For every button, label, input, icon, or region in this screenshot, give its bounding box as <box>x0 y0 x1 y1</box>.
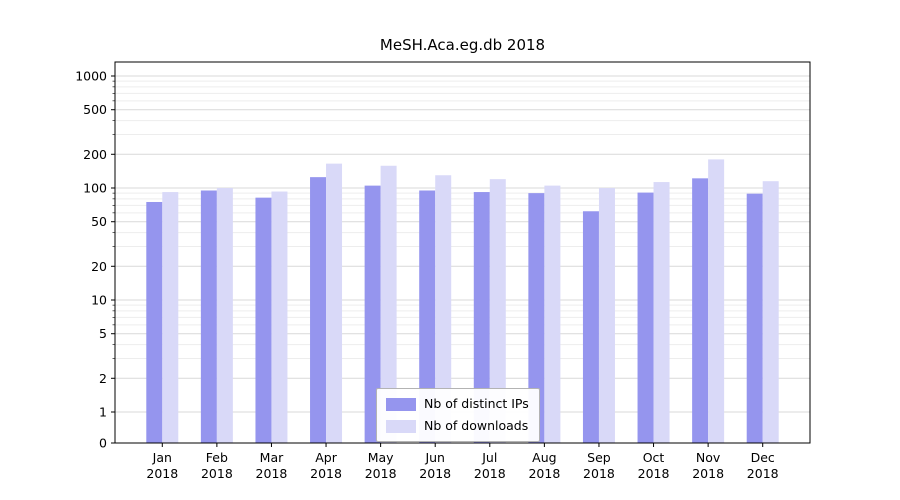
x-tick-year-label: 2018 <box>256 466 288 481</box>
legend-item-downloads: Nb of downloads <box>386 418 529 434</box>
x-tick-label: Sep <box>587 450 611 465</box>
x-tick-label: Feb <box>206 450 228 465</box>
y-tick-label: 1000 <box>75 69 107 84</box>
x-tick-label: Jun <box>424 450 445 465</box>
x-tick-year-label: 2018 <box>638 466 670 481</box>
x-tick-year-label: 2018 <box>419 466 451 481</box>
bar-downloads-jul <box>489 179 506 443</box>
bar-downloads-jan <box>162 192 179 443</box>
y-tick-label: 5 <box>99 326 107 341</box>
y-tick-label: 50 <box>91 214 107 229</box>
bar-downloads-aug <box>544 185 561 443</box>
bar-downloads-nov <box>708 159 725 443</box>
x-tick-label: Jul <box>481 450 497 465</box>
bar-downloads-oct <box>653 182 670 443</box>
bar-distinct-ips-oct <box>637 192 654 443</box>
bar-downloads-sep <box>598 188 615 443</box>
bar-downloads-jun <box>435 175 452 443</box>
bar-distinct-ips-feb <box>200 190 217 443</box>
bar-distinct-ips-jan <box>146 201 163 443</box>
legend: Nb of distinct IPs Nb of downloads <box>376 388 540 442</box>
x-tick-year-label: 2018 <box>692 466 724 481</box>
x-axis: Jan2018Feb2018Mar2018Apr2018May2018Jun20… <box>146 443 779 481</box>
bar-distinct-ips-may <box>364 185 381 443</box>
bar-downloads-apr <box>326 163 343 444</box>
bar-distinct-ips-jun <box>419 190 436 443</box>
legend-label-distinct-ips: Nb of distinct IPs <box>424 396 529 411</box>
chart-title: MeSH.Aca.eg.db 2018 <box>379 36 546 54</box>
bar-distinct-ips-dec <box>746 193 763 443</box>
plot-border <box>114 61 811 444</box>
legend-item-distinct-ips: Nb of distinct IPs <box>386 396 529 412</box>
bar-downloads-feb <box>216 188 233 443</box>
y-tick-label: 200 <box>83 147 107 162</box>
y-axis: 0 1 2 5 10 20 50 100 200 500 1000 <box>75 69 115 451</box>
x-tick-label: Aug <box>532 450 556 465</box>
bar-distinct-ips-jul <box>473 192 490 443</box>
bar-distinct-ips-nov <box>692 178 709 443</box>
y-tick-label: 500 <box>83 102 107 117</box>
legend-label-downloads: Nb of downloads <box>424 418 529 433</box>
x-tick-label: Mar <box>260 450 284 465</box>
x-tick-year-label: 2018 <box>528 466 560 481</box>
bar-downloads-may <box>380 165 397 443</box>
x-tick-year-label: 2018 <box>146 466 178 481</box>
x-tick-year-label: 2018 <box>310 466 342 481</box>
bar-downloads-mar <box>271 191 288 443</box>
bar-distinct-ips-aug <box>528 193 545 443</box>
x-tick-label: Nov <box>696 450 721 465</box>
x-tick-label: May <box>368 450 394 465</box>
y-tick-label: 100 <box>83 181 107 196</box>
x-tick-year-label: 2018 <box>583 466 615 481</box>
bar-distinct-ips-sep <box>582 211 599 443</box>
x-tick-label: Apr <box>315 450 337 465</box>
y-tick-label: 1 <box>99 405 107 420</box>
legend-swatch-downloads <box>386 419 416 433</box>
bar-distinct-ips-apr <box>310 177 327 444</box>
x-tick-label: Dec <box>751 450 775 465</box>
bar-downloads-dec <box>762 181 779 443</box>
y-tick-label: 10 <box>91 293 107 308</box>
bars <box>146 159 779 444</box>
y-tick-label: 0 <box>99 436 107 451</box>
x-tick-year-label: 2018 <box>747 466 779 481</box>
y-tick-label: 20 <box>91 259 107 274</box>
bar-distinct-ips-mar <box>255 197 272 443</box>
x-tick-label: Oct <box>643 450 665 465</box>
x-tick-year-label: 2018 <box>365 466 397 481</box>
legend-swatch-distinct-ips <box>386 397 416 411</box>
x-tick-label: Jan <box>152 450 172 465</box>
y-tick-label: 2 <box>99 371 107 386</box>
x-tick-year-label: 2018 <box>474 466 506 481</box>
x-tick-year-label: 2018 <box>201 466 233 481</box>
